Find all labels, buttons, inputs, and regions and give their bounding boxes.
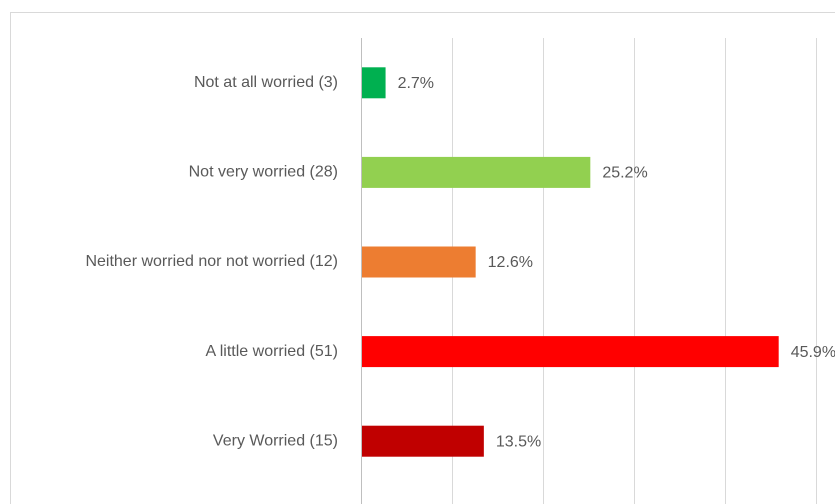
y-tick-label: A little worried (51) (206, 343, 339, 360)
y-tick-label: Very Worried (15) (213, 432, 338, 449)
chart-frame (10, 12, 835, 504)
data-label: 45.9% (791, 344, 835, 361)
bar (361, 156, 591, 188)
data-label: 13.5% (496, 433, 541, 450)
y-tick-label: Not very worried (28) (189, 164, 338, 181)
bar (361, 425, 484, 457)
data-label: 12.6% (488, 254, 533, 271)
y-tick-label: Not at all worried (3) (194, 74, 338, 91)
bar (361, 67, 386, 99)
bar (361, 336, 779, 368)
data-label: 2.7% (398, 75, 434, 92)
data-label: 25.2% (602, 165, 647, 182)
bar (361, 246, 476, 278)
y-tick-label: Neither worried nor not worried (12) (85, 253, 338, 270)
